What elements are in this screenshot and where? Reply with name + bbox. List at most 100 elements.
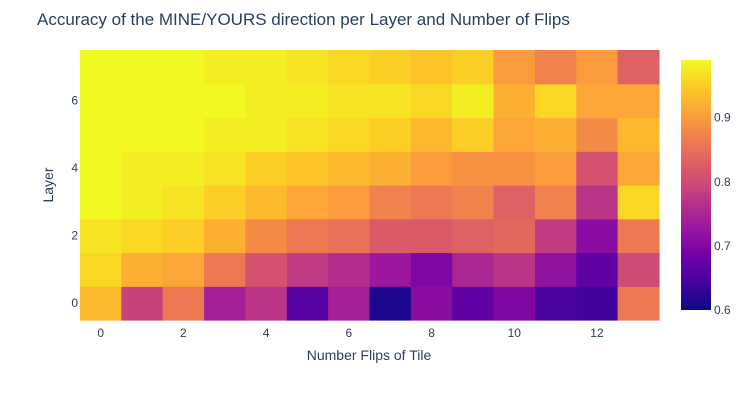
colorbar-tick-label: 0.7: [714, 239, 731, 253]
heatmap-cell: [286, 185, 329, 220]
heatmap-cell: [80, 218, 122, 254]
heatmap-cell: [534, 185, 577, 220]
heatmap-cell: [493, 151, 536, 186]
colorbar-ticks: 0.6 0.7 0.8 0.9: [714, 111, 731, 317]
heatmap-cell: [534, 252, 577, 287]
heatmap-cell: [121, 50, 164, 85]
heatmap-cell: [452, 83, 495, 119]
heatmap-cell: [328, 252, 371, 287]
heatmap-cell: [204, 252, 247, 287]
heatmap-cell: [576, 218, 619, 254]
heatmap-cell: [410, 83, 453, 119]
heatmap-cell: [204, 218, 247, 254]
heatmap-cell: [410, 185, 453, 220]
heatmap-cell: [452, 50, 495, 85]
heatmap-cell: [245, 50, 288, 85]
heatmap-cell: [245, 185, 288, 220]
heatmap-cell: [286, 252, 329, 287]
heatmap-cell: [493, 117, 536, 152]
y-axis-ticks: 0 2 4 6: [71, 94, 78, 311]
heatmap-cell: [493, 252, 536, 287]
heatmap-cell: [369, 252, 412, 287]
heatmap-cell: [617, 185, 660, 220]
heatmap-cell: [204, 83, 247, 119]
heatmap-cell: [369, 286, 412, 321]
heatmap-cell: [121, 218, 164, 254]
heatmap-cell: [576, 50, 619, 85]
colorbar-tick-label: 0.8: [714, 175, 731, 189]
heatmap-cell: [534, 151, 577, 186]
heatmap-cell: [576, 252, 619, 287]
heatmap-cell: [410, 218, 453, 254]
heatmap-cell: [534, 83, 577, 119]
chart-title: Accuracy of the MINE/YOURS direction per…: [37, 10, 570, 29]
heatmap-cell: [493, 83, 536, 119]
heatmap-cell: [452, 117, 495, 152]
heatmap-cell: [121, 83, 164, 119]
x-tick-label: 10: [508, 326, 522, 340]
x-tick-label: 8: [428, 326, 435, 340]
heatmap-cell: [328, 185, 371, 220]
heatmap-cell: [80, 117, 122, 152]
heatmap-cell: [617, 117, 660, 152]
colorbar-tick-label: 0.9: [714, 111, 731, 125]
heatmap-cell: [204, 286, 247, 321]
y-axis-label: Layer: [40, 167, 56, 202]
x-axis-label: Number Flips of Tile: [307, 347, 432, 363]
heatmap-cell: [617, 252, 660, 287]
x-axis-ticks: 0 2 4 6 8 10 12: [97, 326, 604, 340]
heatmap-cell: [328, 218, 371, 254]
heatmap-cell: [245, 117, 288, 152]
heatmap-cell: [80, 252, 122, 287]
heatmap-cell: [534, 117, 577, 152]
y-tick-label: 6: [71, 94, 78, 108]
x-tick-label: 12: [590, 326, 604, 340]
heatmap-cell: [121, 117, 164, 152]
heatmap-cell: [369, 50, 412, 85]
heatmap-cell: [617, 83, 660, 119]
heatmap-cell: [534, 50, 577, 85]
heatmap-cell: [534, 218, 577, 254]
heatmap-cell: [245, 218, 288, 254]
x-tick-label: 0: [97, 326, 104, 340]
heatmap-cell: [204, 117, 247, 152]
x-tick-label: 6: [345, 326, 352, 340]
heatmap-cell: [121, 252, 164, 287]
heatmap-cell: [80, 286, 122, 321]
heatmap-cell: [245, 151, 288, 186]
heatmap-cell: [80, 83, 122, 119]
heatmap-cell: [162, 218, 205, 254]
heatmap-cell: [162, 151, 205, 186]
heatmap-cell: [80, 185, 122, 220]
heatmap-cell: [369, 151, 412, 186]
heatmap-cell: [328, 286, 371, 321]
heatmap-cell: [493, 50, 536, 85]
heatmap-cell: [576, 185, 619, 220]
heatmap-cell: [286, 50, 329, 85]
heatmap-cell: [162, 117, 205, 152]
heatmap-cell: [286, 286, 329, 321]
heatmap-cell: [286, 83, 329, 119]
heatmap-cell: [617, 50, 660, 85]
heatmap-cell: [286, 218, 329, 254]
heatmap-cell: [617, 286, 660, 321]
heatmap-cell: [204, 50, 247, 85]
heatmap-cell: [204, 151, 247, 186]
heatmap-cell: [80, 50, 122, 85]
heatmap-cell: [245, 83, 288, 119]
y-tick-label: 0: [71, 296, 78, 310]
heatmap-cell: [617, 151, 660, 186]
heatmap-cell: [576, 151, 619, 186]
heatmap-cell: [121, 151, 164, 186]
heatmap-cell: [452, 286, 495, 321]
heatmap-cell: [162, 50, 205, 85]
heatmap-cell: [493, 218, 536, 254]
heatmap-cell: [204, 185, 247, 220]
heatmap-cell: [576, 117, 619, 152]
heatmap-cell: [328, 50, 371, 85]
heatmap-cell: [369, 83, 412, 119]
colorbar: [681, 60, 711, 310]
heatmap-cell: [493, 286, 536, 321]
heatmap-cell: [286, 151, 329, 186]
